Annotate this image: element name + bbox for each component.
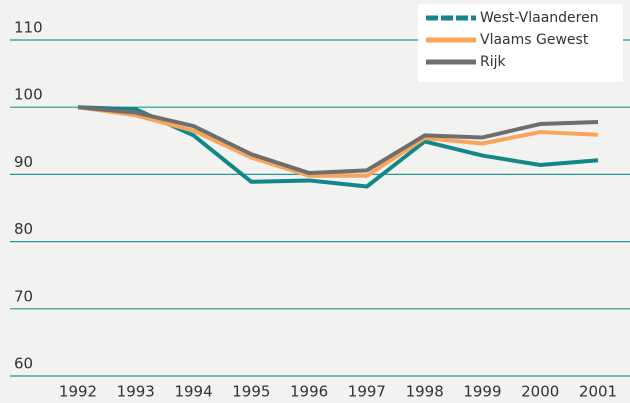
x-tick-label: 1996 (290, 383, 328, 401)
legend-label: Vlaams Gewest (480, 32, 589, 48)
y-tick-label: 70 (14, 287, 33, 305)
legend-label: West-Vlaanderen (480, 10, 599, 26)
series-line (77, 105, 599, 178)
legend: West-Vlaanderen Vlaams Gewest Rijk (418, 4, 623, 82)
series-line (77, 105, 599, 176)
x-tick-label: 2000 (521, 383, 559, 401)
x-tick-label: 2001 (579, 383, 617, 401)
y-tick-label: 110 (14, 19, 43, 37)
y-tick-label: 90 (14, 153, 33, 171)
x-tick-label: 1999 (463, 383, 501, 401)
y-tick-label: 100 (14, 86, 43, 104)
x-tick-label: 1998 (406, 383, 444, 401)
legend-label: Rijk (480, 54, 507, 70)
y-tick-label: 60 (14, 355, 33, 373)
y-tick-label: 80 (14, 220, 33, 238)
x-tick-label: 1995 (232, 383, 270, 401)
x-tick-label: 1992 (59, 383, 97, 401)
x-tick-label: 1994 (174, 383, 212, 401)
x-tick-label: 1997 (348, 383, 386, 401)
x-tick-label: 1993 (117, 383, 155, 401)
